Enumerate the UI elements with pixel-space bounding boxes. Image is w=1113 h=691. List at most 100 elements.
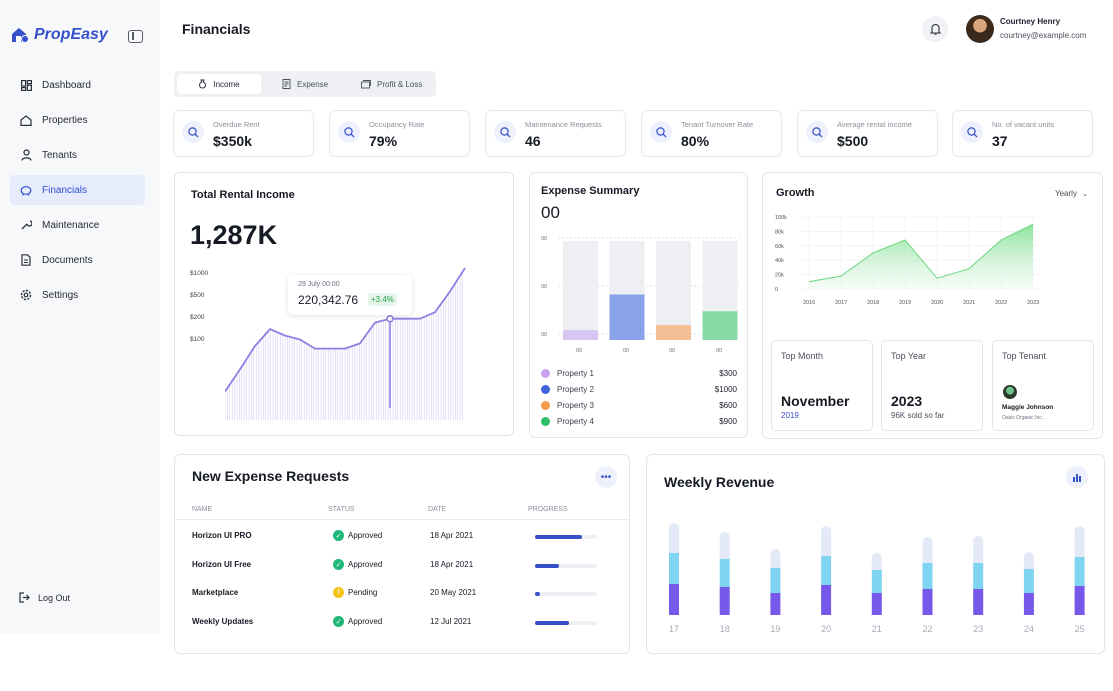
legend-swatch (541, 368, 550, 378)
progress-fill (535, 592, 540, 596)
sidebar-item-label: Documents (42, 254, 93, 266)
bar-segment-join (669, 548, 679, 553)
top-month-value: November (781, 393, 850, 409)
bar-segment (1074, 557, 1085, 586)
sidebar-toggle-icon[interactable] (128, 30, 143, 43)
bar-segment (871, 570, 882, 593)
sidebar-item-settings[interactable]: Settings (10, 280, 145, 310)
cash-icon (361, 79, 371, 88)
stat-card-maintenance-requests: Maintenance Requests 46 (485, 110, 626, 157)
column-header: PROGRESS (528, 506, 568, 513)
card-title: New Expense Requests (192, 468, 350, 484)
sidebar-item-tenants[interactable]: Tenants (10, 140, 145, 170)
legend-swatch (541, 384, 550, 394)
bar-segment (922, 537, 933, 563)
x-tick-label: 18 (720, 624, 730, 634)
table-row[interactable]: Marketplace ! Pending 20 May 2021 (175, 582, 631, 604)
progress-fill (535, 564, 559, 568)
bar-background (563, 241, 598, 340)
period-select[interactable]: Yearly ⌄ (1055, 189, 1088, 198)
logout-button[interactable]: Log Out (19, 592, 70, 603)
avatar[interactable] (966, 15, 994, 43)
dashboard-icon (20, 79, 32, 91)
mini-card-label: Top Year (891, 351, 927, 361)
tenant-company: Oasis Organic Inc. (1002, 415, 1044, 421)
bar-segment (922, 563, 933, 589)
expense-bar-chart[interactable] (558, 237, 742, 343)
period-select-value: Yearly (1055, 189, 1077, 198)
series-line (808, 223, 1034, 283)
x-tick-label: 17 (669, 624, 679, 634)
user-icon (20, 149, 32, 161)
legend-label: Property 4 (557, 416, 594, 426)
search-dollar-icon (494, 121, 516, 143)
bell-icon (929, 23, 941, 35)
legend-item: Property 1 $300 (541, 366, 737, 380)
page-title: Financials (182, 21, 251, 37)
notifications-button[interactable] (922, 16, 948, 42)
check-icon: ✓ (333, 559, 344, 570)
column-header: STATUS (328, 506, 355, 513)
piggy-bank-icon (20, 184, 32, 196)
bar (563, 330, 598, 340)
sidebar-item-financials[interactable]: Financials (10, 175, 145, 205)
growth-area-chart[interactable]: 100k 80k 60k 40k 20k 0 2016 2017 2018 2019 2020 202… (771, 211, 1061, 311)
logo[interactable]: PropEasy (10, 26, 108, 44)
sidebar-item-maintenance[interactable]: Maintenance (10, 210, 145, 240)
card-title: Growth (776, 187, 815, 199)
sidebar-item-dashboard[interactable]: Dashboard (10, 70, 145, 100)
stat-label: Tenant Turnover Rate (681, 120, 754, 129)
progress-bar (535, 592, 597, 596)
total-rental-value: 1,287K (190, 220, 278, 250)
stat-label: Maintenance Requests (525, 120, 602, 129)
card-title: Expense Summary (541, 185, 640, 197)
x-tick-label: 00 (716, 348, 723, 354)
y-tick-label: 80k (775, 229, 784, 235)
row-date: 18 Apr 2021 (430, 560, 474, 569)
user-email: courtney@example.com (1000, 31, 1087, 40)
tab-label: Income (213, 79, 240, 89)
chevron-down-icon: ⌄ (1082, 191, 1089, 198)
x-tick-label: 00 (669, 348, 676, 354)
tab-income[interactable]: Income (177, 74, 261, 94)
legend-amount: $900 (719, 416, 737, 426)
sidebar-item-label: Maintenance (42, 219, 100, 231)
rental-income-chart[interactable] (225, 263, 470, 423)
chart-options-button[interactable] (1066, 466, 1088, 488)
app-name: PropEasy (34, 26, 108, 43)
bar-segment (973, 536, 984, 563)
table-row[interactable]: Horizon UI Free ✓ Approved 18 Apr 2021 (175, 554, 631, 576)
bar (656, 325, 691, 340)
growth-card: Growth Yearly ⌄ 100k 80k 60k 40k 20k 0 2016 201… (762, 172, 1103, 439)
y-tick-label: 60k (775, 244, 784, 250)
stat-value: $350k (213, 133, 252, 149)
search-dollar-icon (650, 121, 672, 143)
more-options-button[interactable]: ••• (595, 466, 617, 488)
more-icon: ••• (600, 471, 612, 483)
row-date: 20 May 2021 (430, 588, 477, 597)
legend-item: Property 3 $600 (541, 398, 737, 412)
y-tick-label: 40k (775, 258, 784, 264)
stat-card-overdue-rent: Overdue Rent $350k (173, 110, 314, 157)
sidebar-item-documents[interactable]: Documents (10, 245, 145, 275)
bar-segment-join (1023, 564, 1034, 569)
divider (175, 519, 629, 520)
y-tick-label: $1000 (190, 270, 209, 277)
legend-amount: $300 (719, 368, 737, 378)
tab-expense[interactable]: Expense (272, 74, 338, 94)
x-tick-label: 20 (821, 624, 831, 634)
table-row[interactable]: Horizon UI PRO ✓ Approved 18 Apr 2021 (175, 525, 631, 547)
y-tick-label: $200 (190, 314, 205, 321)
search-dollar-icon (961, 121, 983, 143)
sidebar-item-properties[interactable]: Properties (10, 105, 145, 135)
weekly-revenue-chart[interactable]: 17 18 19 20 21 22 23 24 25 (647, 510, 1106, 640)
legend-swatch (541, 400, 550, 410)
legend-label: Property 3 (557, 400, 594, 410)
row-status: Pending (348, 588, 378, 597)
y-tick-label: 100k (775, 215, 787, 221)
bar-segment (719, 532, 730, 559)
table-row[interactable]: Weekly Updates ✓ Approved 12 Jul 2021 (175, 611, 631, 633)
row-status: Approved (348, 617, 383, 626)
tab-profit-loss[interactable]: Profit & Loss (351, 74, 432, 94)
x-tick-label: 21 (872, 624, 882, 634)
